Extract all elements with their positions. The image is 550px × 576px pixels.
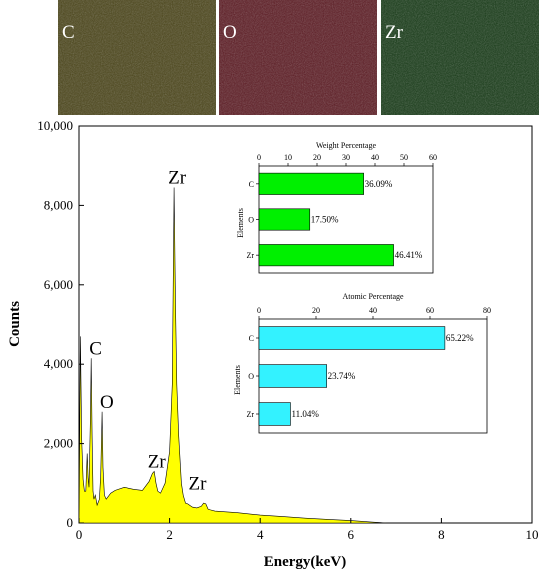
inset-x-tick-label: 20	[313, 153, 321, 162]
x-axis-title: Energy(keV)	[264, 554, 347, 570]
map-label-zr: Zr	[385, 22, 403, 43]
y-tick-label: 0	[67, 515, 74, 530]
map-label-c: C	[62, 22, 75, 43]
inset-x-tick-label: 40	[371, 153, 379, 162]
y-tick-label: 2,000	[44, 436, 73, 451]
y-axis-title: Counts	[7, 301, 23, 347]
peak-annotations: C O Zr Zr Zr	[89, 168, 207, 495]
map-tile-zr-texture	[381, 0, 539, 115]
inset-bar	[258, 244, 394, 267]
inset-x-tick-label: 0	[257, 153, 261, 162]
inset-weight-title: Weight Percentage	[316, 141, 376, 150]
inset-category-label: Zr	[246, 251, 254, 260]
peak-label: O	[100, 392, 114, 413]
inset-x-tick-label: 10	[284, 153, 292, 162]
inset-value-label: 46.41%	[395, 250, 423, 260]
map-tile-zr: Zr	[381, 0, 539, 115]
inset-value-label: 17.50%	[311, 215, 339, 225]
inset-value-label: 36.09%	[365, 179, 393, 189]
peak-label: C	[89, 338, 102, 359]
inset-category-label: O	[248, 216, 254, 225]
inset-atomic-title: Atomic Percentage	[342, 292, 404, 301]
inset-category-label: O	[248, 372, 254, 381]
x-tick-label: 10	[526, 527, 539, 542]
y-axis: 0 2,000 4,000 6,000 8,000 10,000	[37, 118, 84, 530]
inset-value-label: 65.22%	[446, 333, 474, 343]
x-tick-label: 0	[76, 527, 83, 542]
y-tick-label: 4,000	[44, 356, 73, 371]
map-tile-o: O	[219, 0, 377, 115]
inset-x-tick-label: 40	[369, 306, 377, 315]
inset-atomic-percentage: Atomic Percentage Elements 0 20 40 60 80 C 65.…	[233, 292, 491, 434]
inset-category-label: C	[249, 334, 254, 343]
x-tick-label: 4	[257, 527, 264, 542]
x-tick-label: 6	[348, 527, 355, 542]
spectrum-area	[78, 187, 388, 524]
peak-label: Zr	[189, 473, 208, 494]
inset-bar	[258, 402, 291, 426]
map-tile-c-texture	[58, 0, 216, 115]
inset-category-label: C	[249, 180, 254, 189]
map-label-o: O	[223, 22, 237, 43]
inset-x-tick-label: 30	[342, 153, 350, 162]
inset-x-tick-label: 60	[426, 306, 434, 315]
y-tick-label: 6,000	[44, 277, 73, 292]
inset-bar	[258, 208, 311, 231]
x-tick-label: 2	[166, 527, 173, 542]
peak-label: Zr	[148, 451, 167, 472]
map-tile-o-texture	[219, 0, 377, 115]
inset-value-label: 23.74%	[328, 371, 356, 381]
inset-weight-ylabel: Elements	[236, 208, 245, 238]
peak-label: Zr	[168, 168, 187, 189]
inset-bar	[258, 172, 364, 195]
inset-category-label: Zr	[246, 410, 254, 419]
inset-x-tick-label: 0	[257, 306, 261, 315]
inset-value-label: 11.04%	[291, 409, 319, 419]
inset-bar	[258, 326, 446, 350]
inset-weight-percentage: Weight Percentage Elements 0 10 20 30 40 50 60…	[236, 141, 437, 274]
y-tick-label: 8,000	[44, 197, 73, 212]
inset-atomic-ylabel: Elements	[233, 365, 242, 395]
inset-bar	[258, 364, 327, 388]
inset-x-tick-label: 60	[429, 153, 437, 162]
inset-x-tick-label: 80	[483, 306, 491, 315]
inset-x-tick-label: 20	[312, 306, 320, 315]
y-tick-label: 10,000	[37, 118, 73, 133]
x-tick-label: 8	[438, 527, 445, 542]
inset-x-tick-label: 50	[400, 153, 408, 162]
x-axis: 0 2 4 6 8 10	[76, 518, 539, 542]
map-tile-c: C	[58, 0, 216, 115]
